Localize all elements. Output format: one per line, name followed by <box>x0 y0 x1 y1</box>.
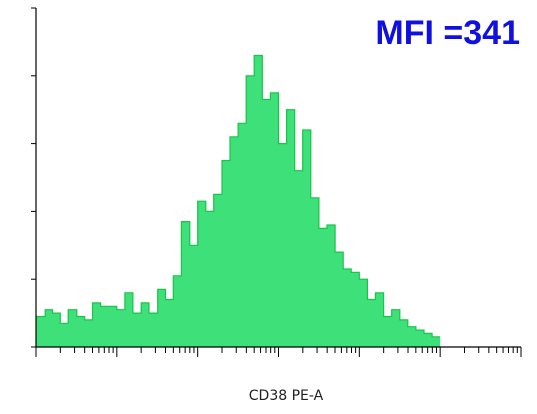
histogram-area <box>36 55 441 347</box>
x-axis-label: CD38 PE-A <box>249 388 324 404</box>
histogram-outline <box>36 54 441 338</box>
mfi-annotation: MFI =341 <box>375 14 520 52</box>
x-axis-ticks <box>35 347 522 357</box>
y-axis-ticks <box>31 7 36 348</box>
